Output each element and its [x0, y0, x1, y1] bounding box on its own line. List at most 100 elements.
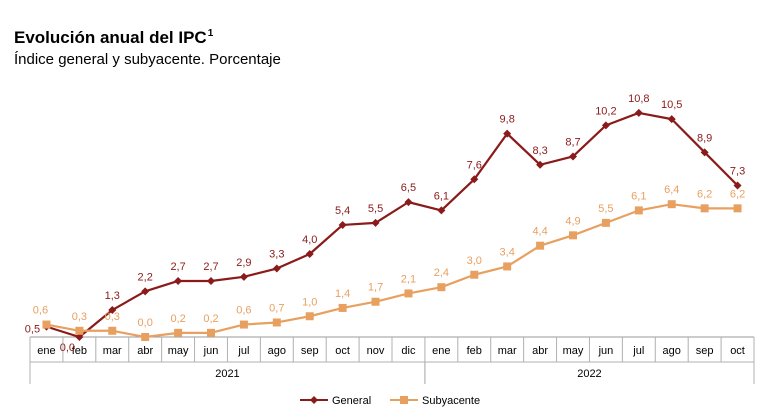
- data-label: 0,2: [203, 313, 218, 325]
- data-label: 1,4: [335, 288, 350, 300]
- data-point: [141, 333, 150, 341]
- data-point: [174, 328, 183, 337]
- x-tick-label: feb: [72, 345, 87, 357]
- data-label: 0,2: [170, 313, 185, 325]
- data-label: 5,4: [335, 205, 350, 217]
- data-point: [42, 320, 51, 329]
- x-tick-label: ene: [37, 345, 55, 357]
- data-point: [239, 320, 248, 329]
- data-point: [569, 231, 577, 240]
- data-point: [207, 276, 215, 285]
- data-label: 2,4: [434, 267, 449, 279]
- data-point: [700, 148, 709, 157]
- legend-label: Subyacente: [422, 395, 480, 407]
- data-label: 0,6: [236, 305, 251, 317]
- data-label: 5,5: [598, 203, 613, 215]
- chart-title: Evolución anual del IPC1: [14, 28, 214, 47]
- data-point: [667, 200, 676, 209]
- data-label: 1,0: [302, 296, 317, 308]
- year-label: 2022: [577, 368, 601, 380]
- series-line-general: [46, 111, 739, 339]
- data-label: 7,6: [467, 159, 482, 171]
- legend-label: General: [332, 395, 371, 407]
- data-label: 0,0: [60, 342, 75, 354]
- data-label: 6,2: [730, 188, 745, 200]
- data-label: 9,8: [500, 114, 515, 126]
- year-label: 2021: [215, 368, 239, 380]
- data-label: 0,7: [269, 302, 284, 314]
- data-label: 4,4: [532, 226, 547, 238]
- data-label: 3,0: [467, 255, 482, 267]
- data-point: [75, 333, 84, 341]
- data-label: 7,3: [730, 166, 745, 178]
- data-point: [108, 306, 117, 315]
- data-label: 8,9: [697, 132, 712, 144]
- data-label: 0,6: [33, 305, 48, 317]
- data-label: 0,3: [72, 311, 87, 323]
- data-point: [305, 250, 314, 258]
- data-point: [601, 218, 610, 227]
- data-point: [272, 264, 281, 273]
- data-label: 1,7: [368, 282, 383, 294]
- series-line-subyacente: [46, 203, 738, 339]
- data-point: [503, 262, 512, 271]
- data-point: [634, 108, 643, 117]
- data-point: [667, 115, 676, 124]
- data-label: 2,9: [236, 257, 251, 269]
- data-point: [141, 287, 150, 296]
- data-label: 6,2: [697, 188, 712, 200]
- data-label: 2,7: [170, 261, 185, 273]
- x-tick-label: oct: [730, 345, 745, 357]
- data-label: 2,2: [138, 271, 153, 283]
- data-label: 2,7: [203, 261, 218, 273]
- x-tick-label: nov: [367, 345, 385, 357]
- data-point: [503, 129, 512, 138]
- data-label: 8,7: [565, 136, 580, 148]
- title-footnote-marker: 1: [207, 28, 214, 39]
- data-label: 0,3: [105, 311, 120, 323]
- data-label: 10,8: [628, 93, 649, 105]
- data-point: [305, 312, 314, 321]
- data-point: [437, 206, 446, 215]
- data-label: 5,5: [368, 203, 383, 215]
- data-label: 10,2: [595, 105, 616, 117]
- data-point: [272, 318, 281, 327]
- x-tick-label: may: [563, 345, 584, 357]
- x-tick-label: mar: [103, 345, 122, 357]
- data-point: [437, 283, 446, 292]
- x-tick-label: jun: [598, 345, 614, 357]
- data-point: [174, 276, 183, 285]
- x-tick-label: ago: [663, 345, 681, 357]
- chart-subtitle: Índice general y subyacente. Porcentaje: [14, 51, 281, 68]
- data-label: 4,0: [302, 234, 317, 246]
- x-tick-label: dic: [401, 345, 416, 357]
- x-tick-label: sep: [696, 345, 714, 357]
- data-label: 3,3: [269, 249, 284, 261]
- data-point: [536, 241, 545, 250]
- data-point: [338, 303, 347, 312]
- data-label: 4,9: [565, 215, 580, 227]
- x-tick-label: may: [168, 345, 189, 357]
- data-point: [601, 121, 610, 130]
- data-label: 6,5: [401, 182, 416, 194]
- x-tick-label: jul: [237, 345, 249, 357]
- x-tick-label: ene: [432, 345, 450, 357]
- data-point: [338, 220, 347, 229]
- data-label: 6,1: [434, 190, 449, 202]
- data-label: 6,1: [631, 190, 646, 202]
- x-tick-label: abr: [532, 345, 548, 357]
- x-tick-label: jun: [203, 345, 219, 357]
- x-tick-label: jul: [632, 345, 644, 357]
- legend-marker: [310, 396, 318, 404]
- data-label: 2,1: [401, 273, 416, 285]
- data-point: [733, 204, 742, 213]
- x-tick-label: oct: [335, 345, 350, 357]
- x-tick-label: abr: [137, 345, 153, 357]
- data-point: [470, 270, 479, 279]
- data-point: [207, 328, 215, 337]
- data-point: [536, 160, 545, 169]
- x-tick-label: sep: [301, 345, 319, 357]
- data-point: [108, 326, 117, 335]
- data-point: [239, 272, 248, 281]
